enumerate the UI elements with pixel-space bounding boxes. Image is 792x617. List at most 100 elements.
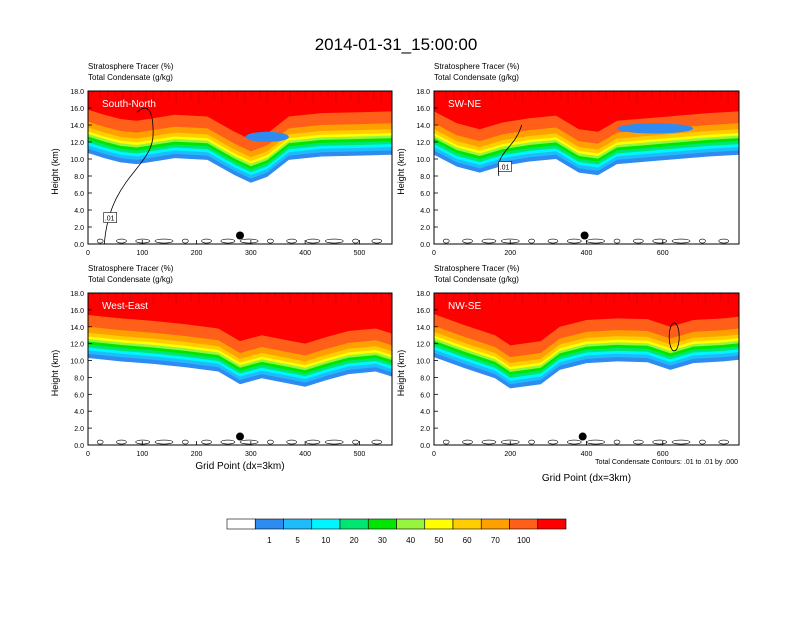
x-tick-label: 100 <box>136 250 148 257</box>
x-tick-label: 500 <box>354 250 366 257</box>
x-tick-label: 400 <box>299 250 311 257</box>
tracer-streak <box>567 91 569 103</box>
tracer-streak <box>388 293 390 297</box>
y-tick-label: 8.0 <box>74 174 84 181</box>
colorbar-label: 60 <box>463 536 472 545</box>
y-axis-label: Height (km) <box>50 350 60 397</box>
tracer-band <box>88 91 392 140</box>
tracer-streak <box>205 91 208 95</box>
colorbar-label: 10 <box>321 536 330 545</box>
y-tick-label: 4.0 <box>74 208 84 215</box>
tracer-band <box>434 293 739 346</box>
tracer-streak <box>727 293 730 305</box>
tracer-streak <box>697 91 699 99</box>
x-tick-label: 0 <box>432 250 436 257</box>
tracer-streak <box>575 91 577 95</box>
plot-area <box>88 293 392 445</box>
tracer-streak <box>175 293 177 305</box>
tracer-streak <box>190 91 193 99</box>
tracer-streak <box>236 91 238 99</box>
contour-blob <box>528 238 535 244</box>
y-tick-label: 14.0 <box>416 123 430 130</box>
contour-line <box>103 107 154 244</box>
header-tracer: Stratosphere Tracer (%) <box>88 264 174 273</box>
colorbar-swatch <box>367 518 397 530</box>
tracer-streak <box>289 293 291 305</box>
y-tick-label: 4.0 <box>420 409 430 416</box>
contour-blob <box>324 439 344 445</box>
tracer-streak <box>266 293 269 305</box>
x-tick-label: 500 <box>354 451 366 458</box>
contour-blob <box>201 439 212 445</box>
contour-blob <box>116 238 127 244</box>
tracer-streak <box>91 91 94 95</box>
x-tick-label: 0 <box>86 250 90 257</box>
y-tick-label: 12.0 <box>70 140 84 147</box>
tracer-streak <box>681 293 684 305</box>
tracer-streak <box>228 293 231 297</box>
contour-blob <box>671 238 691 244</box>
tracer-streak <box>613 91 615 103</box>
y-tick-label: 8.0 <box>420 174 430 181</box>
location-marker <box>578 432 587 441</box>
tracer-streak <box>636 293 638 305</box>
tracer-streak <box>342 293 345 297</box>
contour-blob <box>239 238 259 244</box>
contour-blob <box>566 439 582 445</box>
tracer-streak <box>445 91 447 99</box>
tracer-streak <box>145 91 147 99</box>
contour-blob <box>267 439 274 445</box>
panel-label: SW-NE <box>448 99 481 110</box>
tracer-streak <box>312 293 314 305</box>
contour-blob <box>181 439 189 445</box>
tracer-streak <box>107 293 109 305</box>
contour-blob <box>220 439 236 445</box>
tracer-streak <box>597 91 600 95</box>
x-tick-label: 400 <box>581 250 593 257</box>
tracer-streak <box>712 293 714 297</box>
contour-blob <box>699 439 706 445</box>
tracer-streak <box>651 293 653 301</box>
y-tick-label: 18.0 <box>416 89 430 96</box>
tracer-streak <box>213 91 215 99</box>
colorbar-swatch <box>537 518 567 530</box>
tracer-streak <box>183 293 185 297</box>
tracer-streak <box>536 91 539 99</box>
tracer-streak <box>666 293 669 297</box>
contour-blob <box>442 439 450 445</box>
x-tick-label: 100 <box>136 451 148 458</box>
tracer-streak <box>681 91 684 103</box>
contour-blob <box>305 439 321 445</box>
tracer-streak <box>243 91 246 103</box>
x-tick-label: 600 <box>657 451 669 458</box>
tracer-streak <box>167 293 170 301</box>
tracer-streak <box>373 293 375 301</box>
contour-blob <box>305 238 321 244</box>
tracer-streak <box>689 91 691 95</box>
y-tick-label: 4.0 <box>74 409 84 416</box>
tracer-streak <box>468 91 470 99</box>
contour-label: .01 <box>500 165 510 172</box>
colorbar-label: 50 <box>434 536 443 545</box>
header-condensate: Total Condensate (g/kg) <box>434 275 519 284</box>
tracer-streak <box>628 91 630 99</box>
tracer-streak <box>468 293 470 301</box>
tracer-streak <box>582 91 585 99</box>
contour-blob <box>699 238 706 244</box>
tracer-streak <box>460 91 463 95</box>
tracer-streak <box>304 293 307 301</box>
tracer-streak <box>388 91 390 95</box>
tracer-streak <box>658 91 661 103</box>
tracer-streak <box>274 91 276 95</box>
contour-blob <box>566 238 582 244</box>
colorbar-swatch <box>480 518 510 530</box>
tracer-streak <box>289 91 291 103</box>
tracer-streak <box>521 91 524 103</box>
tracer-streak <box>228 91 231 95</box>
contour-blob <box>154 238 174 244</box>
tracer-streak <box>445 293 447 301</box>
tracer-streak <box>521 293 524 305</box>
contour-blob <box>481 439 497 445</box>
tracer-streak <box>114 293 117 297</box>
tracer-streak <box>175 91 177 103</box>
